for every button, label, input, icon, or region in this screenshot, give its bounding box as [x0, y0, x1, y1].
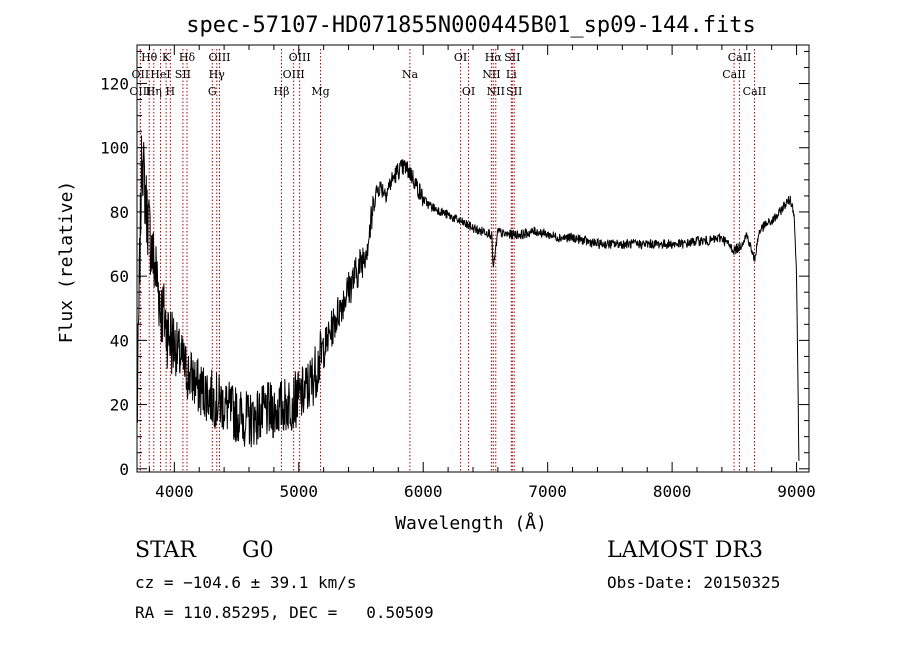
observation-date: Obs-Date: 20150325: [607, 573, 781, 592]
spectral-line-label: K: [162, 51, 171, 64]
spectral-line-label: CaII: [728, 51, 752, 64]
spectral-line-label: CaII: [722, 68, 746, 81]
redshift-readout: cz = −104.6 ± 39.1 km/s: [135, 573, 357, 592]
spectral-line-label: Hθ: [141, 51, 158, 64]
x-tick-label: 7000: [528, 482, 567, 501]
y-axis-label: Flux (relative): [56, 181, 77, 344]
x-tick-label: 9000: [777, 482, 816, 501]
y-tick-label: 60: [110, 267, 129, 286]
y-tick-label: 20: [110, 396, 129, 415]
spectral-line-label: HeI: [150, 68, 170, 81]
x-tick-label: 8000: [653, 482, 692, 501]
x-tick-label: 5000: [280, 482, 319, 501]
coordinates-readout: RA = 110.85295, DEC = 0.50509: [135, 603, 434, 622]
y-tick-label: 40: [110, 331, 129, 350]
y-tick-label: 0: [119, 460, 129, 479]
spectral-line-label: Hγ: [209, 68, 226, 81]
survey-name: LAMOST DR3: [607, 538, 763, 563]
x-tick-label: 4000: [155, 482, 194, 501]
spectral-line-label: Hβ: [274, 85, 290, 98]
spectral-line-label: Hα: [485, 51, 503, 64]
spectral-line-label: OII: [132, 68, 150, 81]
spectral-line-label: G: [208, 85, 217, 98]
y-tick-label: 100: [100, 139, 129, 158]
spectral-line-label: SII: [175, 68, 191, 81]
spectral-line-label: H: [166, 85, 176, 98]
spectral-line-label: OIII: [208, 51, 230, 64]
x-tick-label: 6000: [404, 482, 443, 501]
spectral-line-label: SII: [504, 51, 520, 64]
spectral-line-label: NII: [487, 85, 505, 98]
spectral-line-label: OI: [462, 85, 475, 98]
spectral-line-label: SII: [506, 85, 522, 98]
x-axis-label: Wavelength (Å): [395, 512, 547, 534]
spectral-line-label: Hη: [146, 85, 162, 98]
chart-title: spec-57107-HD071855N000445B01_sp09-144.f…: [186, 13, 756, 38]
plot-frame: [136, 44, 810, 473]
spectral-line-label: Na: [402, 68, 419, 81]
object-class: STAR: [135, 538, 196, 563]
y-tick-label: 120: [100, 75, 129, 94]
spectral-line-label: OIII: [289, 51, 311, 64]
spectral-line-label: CaII: [743, 85, 767, 98]
spectral-line-label: Hδ: [179, 51, 196, 64]
spectral-line-label: OIII: [283, 68, 305, 81]
spectral-line-label: NII: [482, 68, 500, 81]
flux-series-line: [136, 135, 800, 461]
spectral-line-label: OIII: [129, 85, 151, 98]
spectral-line-label: Li: [506, 68, 517, 81]
spectral-line-label: Mg: [311, 85, 329, 98]
spectral-line-label: OI: [454, 51, 467, 64]
y-tick-label: 80: [110, 203, 129, 222]
spectral-subclass: G0: [242, 538, 274, 563]
